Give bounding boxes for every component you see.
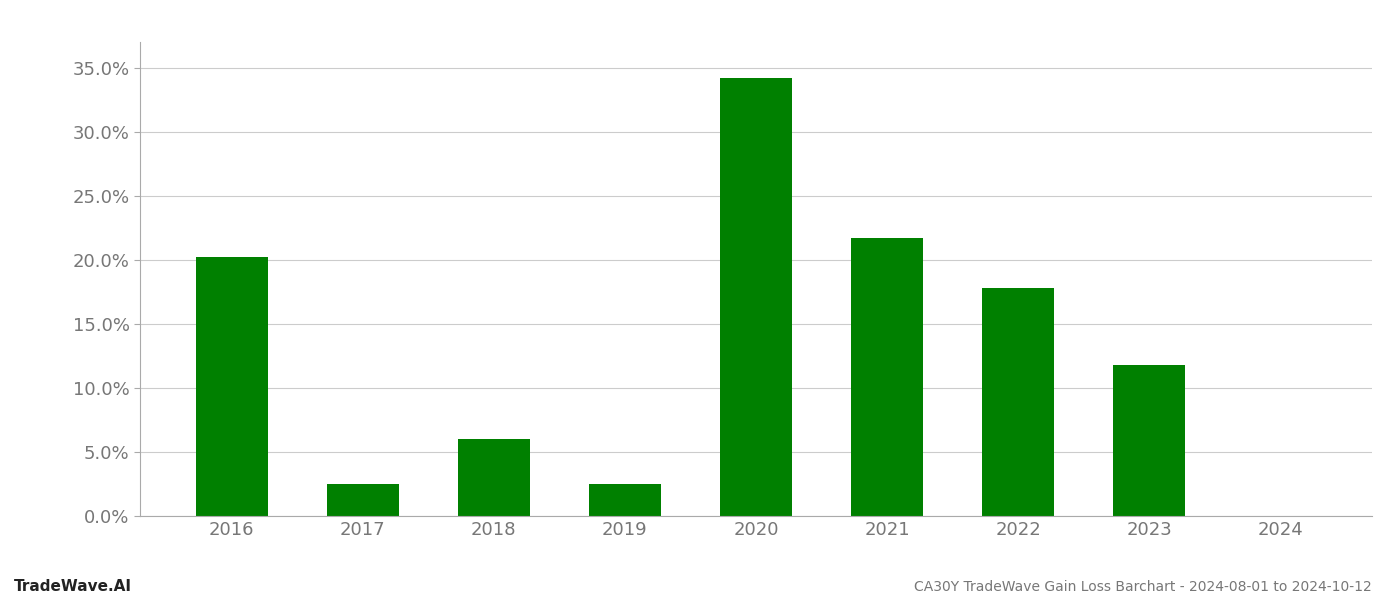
Bar (458, 439, 531, 516)
Text: CA30Y TradeWave Gain Loss Barchart - 2024-08-01 to 2024-10-12: CA30Y TradeWave Gain Loss Barchart - 202… (914, 580, 1372, 594)
Bar (851, 238, 923, 516)
Text: TradeWave.AI: TradeWave.AI (14, 579, 132, 594)
Bar (196, 257, 267, 516)
Bar (720, 78, 792, 516)
Bar (589, 484, 661, 516)
Bar (326, 484, 399, 516)
Bar (1113, 365, 1186, 516)
Bar (981, 288, 1054, 516)
